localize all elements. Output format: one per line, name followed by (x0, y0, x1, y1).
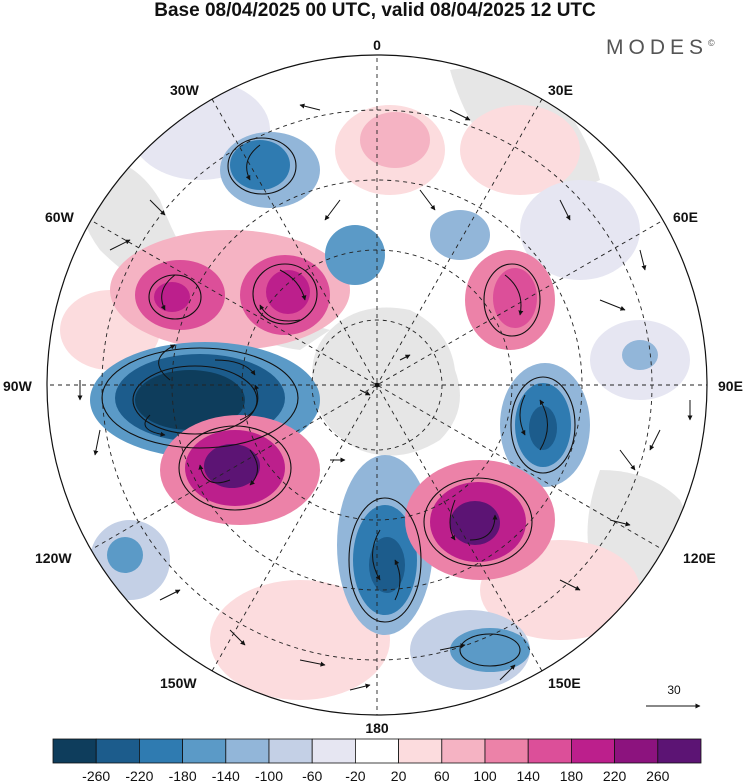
reference-vector-value: 30 (667, 683, 681, 697)
colorbar-tick-label: 60 (434, 768, 450, 783)
colorbar: -260 -220 -180 -140 -100 -60 -20 20 60 100 140 180 2… (52, 738, 702, 783)
colorbar-tick-label: 20 (391, 768, 407, 783)
colorbar-tick-label: -260 (82, 768, 110, 783)
colorbar-swatch (311, 738, 356, 764)
chart-title: Base 08/04/2025 00 UTC, valid 08/04/2025… (154, 0, 596, 21)
lon-label-150w: 150W (160, 675, 197, 691)
colorbar-swatch (441, 738, 486, 764)
colorbar-swatch (268, 738, 313, 764)
contour-lines (101, 137, 576, 667)
reference-vector: 30 (646, 683, 701, 709)
map-boundary (46, 54, 708, 716)
colorbar-swatch (527, 738, 572, 764)
colorbar-tick-label: -220 (125, 768, 153, 783)
colorbar-tick-label: 220 (603, 768, 627, 783)
lon-label-120e: 120E (683, 550, 716, 566)
colorbar-swatch (571, 738, 616, 764)
brand-name: MODES (606, 36, 709, 59)
colorbar-tick-label: 100 (473, 768, 497, 783)
lon-label-60w: 60W (45, 209, 75, 225)
copyright-mark: © (708, 38, 715, 48)
colorbar-swatch (657, 738, 702, 764)
colorbar-swatch (52, 738, 97, 764)
colorbar-swatch (138, 738, 183, 764)
colorbar-swatch (614, 738, 659, 764)
colorbar-tick-label: 180 (560, 768, 584, 783)
colorbar-swatch (95, 738, 140, 764)
antarctica-land (312, 307, 460, 456)
lon-label-60e: 60E (673, 209, 698, 225)
wind-vectors (77, 103, 693, 691)
colorbar-tick-label: -140 (212, 768, 240, 783)
map-field (47, 55, 707, 715)
lon-label-30e: 30E (548, 82, 573, 98)
colorbar-swatch (484, 738, 529, 764)
longitude-labels: 0 180 90W 90E 30W 60W 120W 150W 30E 60E … (3, 37, 743, 736)
colorbar-swatch (225, 738, 270, 764)
lon-label-180: 180 (365, 720, 389, 736)
colorbar-swatch (398, 738, 443, 764)
colorbar-tick-label: -180 (169, 768, 197, 783)
colorbar-tick-label: 260 (646, 768, 670, 783)
colorbar-swatch (182, 738, 227, 764)
lon-label-0: 0 (373, 37, 381, 53)
lon-label-30w: 30W (170, 82, 200, 98)
colorbar-tick-label: -60 (302, 768, 322, 783)
colorbar-tick-label: 140 (517, 768, 541, 783)
lon-label-90w: 90W (3, 378, 33, 394)
colorbar-swatch (354, 738, 399, 764)
colorbar-tick-label: -20 (345, 768, 365, 783)
anomaly-layer (60, 80, 690, 700)
modes-logo: MODES© (606, 36, 715, 60)
colorbar-tick-label: -100 (255, 768, 283, 783)
lon-label-150e: 150E (548, 675, 581, 691)
south-pole-marker (374, 382, 380, 388)
lon-label-90e: 90E (718, 378, 743, 394)
lon-label-120w: 120W (35, 550, 72, 566)
